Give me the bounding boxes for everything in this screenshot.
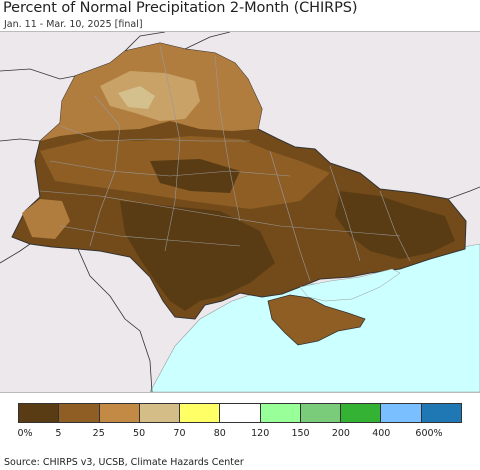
map-svg xyxy=(0,32,480,392)
legend-label: 600% xyxy=(415,428,443,439)
legend-label: 120 xyxy=(251,428,270,439)
legend-labels: 0% 5 25 50 70 80 120 150 200 400 600% xyxy=(0,428,480,442)
legend-swatch xyxy=(220,404,261,422)
southern-dry-zone xyxy=(120,201,275,311)
legend-swatch xyxy=(341,404,382,422)
eastern-dry-zone xyxy=(335,191,455,259)
page-title: Percent of Normal Precipitation 2-Month … xyxy=(3,0,358,16)
legend-label: 0% xyxy=(17,428,33,439)
very-pale-patch xyxy=(118,86,155,109)
source-credit: Source: CHIRPS v3, UCSB, Climate Hazards… xyxy=(4,457,244,468)
legend-swatch xyxy=(421,404,461,422)
legend-swatch xyxy=(59,404,100,422)
legend-swatch xyxy=(260,404,301,422)
legend-swatch xyxy=(139,404,181,422)
crimea xyxy=(267,294,366,346)
legend-swatch xyxy=(180,404,221,422)
legend-label: 70 xyxy=(173,428,186,439)
legend-label: 80 xyxy=(213,428,226,439)
date-range: Jan. 11 - Mar. 10, 2025 [final] xyxy=(4,19,143,30)
neighbor-borders xyxy=(0,32,480,392)
central-dry-zone xyxy=(150,159,240,193)
legend-label: 200 xyxy=(331,428,350,439)
oblast-boundaries xyxy=(39,45,411,282)
azov-sea xyxy=(299,268,401,302)
legend-label: 150 xyxy=(291,428,310,439)
legend-label: 50 xyxy=(133,428,146,439)
legend-swatch xyxy=(19,404,60,422)
western-patch xyxy=(22,199,70,239)
legend-label: 5 xyxy=(55,428,62,439)
legend-swatch xyxy=(300,404,342,422)
legend-label: 25 xyxy=(92,428,105,439)
legend-swatch xyxy=(99,404,140,422)
precipitation-map xyxy=(0,31,480,393)
legend-label: 400 xyxy=(372,428,391,439)
legend-swatch xyxy=(381,404,422,422)
legend-color-bar xyxy=(18,403,462,423)
